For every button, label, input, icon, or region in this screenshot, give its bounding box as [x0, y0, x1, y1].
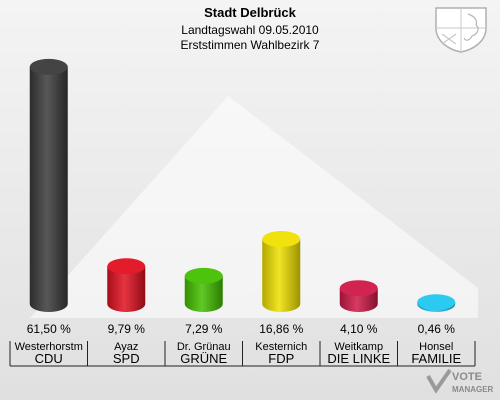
party-label: GRÜNE: [180, 351, 227, 366]
candidate-label: Weitkamp: [334, 341, 383, 353]
bar-top: [107, 258, 146, 275]
party-label: FDP: [268, 351, 294, 366]
vote-manager-logo: VOTE MANAGER: [426, 368, 494, 394]
party-label: CDU: [35, 351, 63, 366]
value-label: 9,79 %: [108, 322, 146, 336]
logo-text-vote: VOTE: [452, 371, 482, 383]
candidate-label: Dr. Grünau: [177, 341, 231, 353]
party-label: DIE LINKE: [327, 351, 390, 366]
value-label: 7,29 %: [185, 322, 223, 336]
value-label: 16,86 %: [259, 322, 303, 336]
bar-top: [262, 231, 301, 248]
bar-6: [417, 294, 456, 312]
value-label: 4,10 %: [340, 322, 378, 336]
party-label: SPD: [113, 351, 140, 366]
bar-top: [417, 294, 456, 311]
bar-top: [339, 280, 378, 297]
bar-4: [262, 231, 301, 312]
chart-subtitle-district: Erststimmen Wahlbezirk 7: [180, 38, 320, 52]
floor-shadow: [30, 96, 478, 318]
bar-body: [184, 275, 223, 312]
party-label: FAMILIE: [411, 351, 461, 366]
bar-1: [29, 58, 68, 312]
bar-2: [107, 258, 146, 312]
coat-of-arms-icon: [435, 7, 487, 53]
candidate-label: Honsel: [419, 341, 453, 353]
chart-title: Stadt Delbrück: [204, 5, 296, 20]
bar-body: [262, 239, 301, 312]
candidate-label: Ayaz: [114, 341, 138, 353]
bar-top: [29, 58, 68, 75]
bar-body: [29, 66, 68, 312]
candidate-label: Kesternich: [255, 341, 307, 353]
bar-top: [184, 267, 223, 284]
value-label: 0,46 %: [418, 322, 456, 336]
bar-5: [339, 280, 378, 312]
bar-3: [184, 267, 223, 312]
bar-body: [107, 266, 146, 312]
candidate-label: Westerhorstm: [15, 341, 83, 353]
chart-subtitle: Landtagswahl 09.05.2010: [181, 23, 319, 37]
logo-text-manager: MANAGER: [452, 385, 494, 394]
value-label: 61,50 %: [27, 322, 71, 336]
